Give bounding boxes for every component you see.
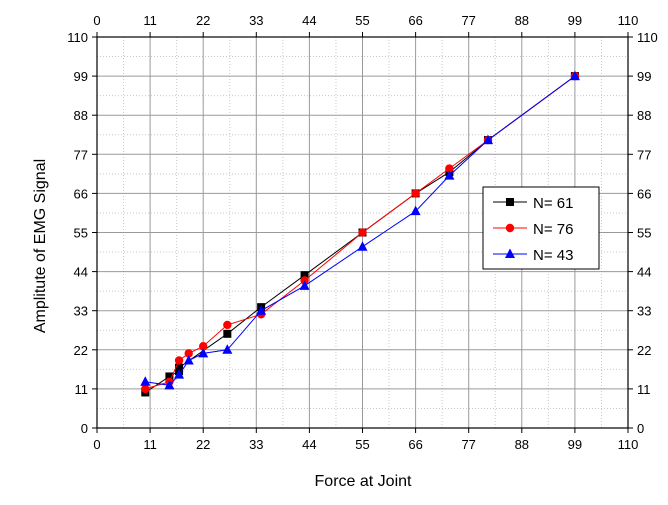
x-tick-label-top: 77 [461, 13, 475, 28]
data-point [411, 189, 420, 198]
x-tick-label-bottom: 110 [618, 437, 639, 452]
data-point [184, 349, 193, 358]
x-tick-label-top: 44 [302, 13, 316, 28]
data-point [358, 228, 367, 237]
data-point [140, 376, 151, 386]
x-tick-label-top: 88 [515, 13, 529, 28]
y-axis-label: Amplitute of EMG Signal [32, 159, 49, 333]
data-point [445, 164, 454, 173]
x-tick-label-top: 0 [93, 13, 100, 28]
y-tick-label-left: 44 [74, 265, 88, 280]
data-point [199, 342, 208, 351]
y-tick-label-left: 33 [74, 304, 88, 319]
legend-label: N= 61 [533, 195, 573, 212]
x-tick-label-top: 11 [143, 13, 157, 28]
y-tick-label-right: 99 [637, 69, 651, 84]
data-point [222, 344, 233, 354]
x-tick-label-top: 22 [196, 13, 210, 28]
series-layer [140, 70, 580, 397]
y-tick-label-right: 88 [637, 108, 651, 123]
data-point [174, 356, 184, 365]
tick-marks [92, 32, 633, 433]
data-point [175, 363, 184, 372]
x-tick-label-top: 66 [408, 13, 422, 28]
x-tick-label-top: 110 [618, 13, 639, 28]
y-tick-label-left: 110 [67, 30, 88, 45]
data-point [483, 134, 494, 145]
x-tick-label-top: 55 [355, 13, 369, 28]
legend-label: N= 43 [533, 247, 573, 264]
y-tick-label-right: 66 [637, 186, 651, 201]
legend-swatch-marker [505, 248, 515, 258]
x-tick-label-bottom: 44 [302, 437, 316, 452]
tick-labels: 0011112222333344445555666677778888999911… [67, 13, 657, 452]
data-point [300, 271, 309, 280]
data-point [165, 372, 174, 381]
y-tick-label-left: 77 [74, 147, 88, 162]
x-tick-label-bottom: 55 [355, 437, 369, 452]
data-point [444, 170, 455, 180]
x-tick-label-bottom: 99 [568, 437, 582, 452]
x-tick-label-bottom: 11 [143, 437, 157, 452]
y-tick-label-left: 99 [74, 69, 88, 84]
data-point [141, 384, 150, 394]
data-point [357, 241, 368, 251]
data-point [164, 379, 175, 390]
data-point [198, 347, 209, 358]
data-point [183, 354, 194, 365]
y-tick-label-right: 55 [637, 226, 651, 241]
data-point [223, 329, 232, 338]
y-tick-label-right: 44 [637, 265, 651, 280]
data-point [410, 205, 421, 216]
x-axis-label: Force at Joint [315, 473, 412, 490]
y-tick-label-right: 22 [637, 343, 651, 358]
x-tick-label-top: 33 [249, 13, 263, 28]
legend-swatch-marker [506, 198, 514, 206]
data-point [569, 70, 580, 81]
y-tick-label-left: 11 [75, 382, 89, 397]
x-tick-label-bottom: 66 [408, 437, 422, 452]
y-tick-label-left: 88 [74, 108, 88, 123]
data-point [223, 320, 232, 330]
y-tick-label-right: 110 [637, 30, 658, 45]
x-tick-label-bottom: 33 [249, 437, 263, 452]
legend-label: N= 76 [533, 221, 573, 238]
y-tick-label-right: 33 [637, 304, 651, 319]
y-tick-label-left: 66 [74, 186, 88, 201]
legend: N= 61 N= 76 N= 43 [482, 186, 600, 270]
x-tick-label-bottom: 77 [461, 437, 475, 452]
x-tick-label-bottom: 88 [515, 437, 529, 452]
y-tick-label-left: 22 [74, 343, 88, 358]
series-triangle [140, 70, 580, 390]
data-point [299, 280, 310, 290]
x-tick-label-bottom: 22 [196, 437, 210, 452]
y-tick-label-right: 0 [637, 421, 644, 436]
data-point [256, 305, 267, 315]
y-tick-label-right: 77 [637, 147, 651, 162]
x-tick-label-bottom: 0 [93, 437, 100, 452]
x-tick-label-top: 99 [568, 13, 582, 28]
y-tick-label-right: 11 [637, 382, 651, 397]
data-point [174, 369, 185, 379]
y-tick-label-left: 0 [81, 421, 88, 436]
y-tick-label-left: 55 [74, 226, 88, 241]
legend-swatch-marker [505, 223, 515, 233]
